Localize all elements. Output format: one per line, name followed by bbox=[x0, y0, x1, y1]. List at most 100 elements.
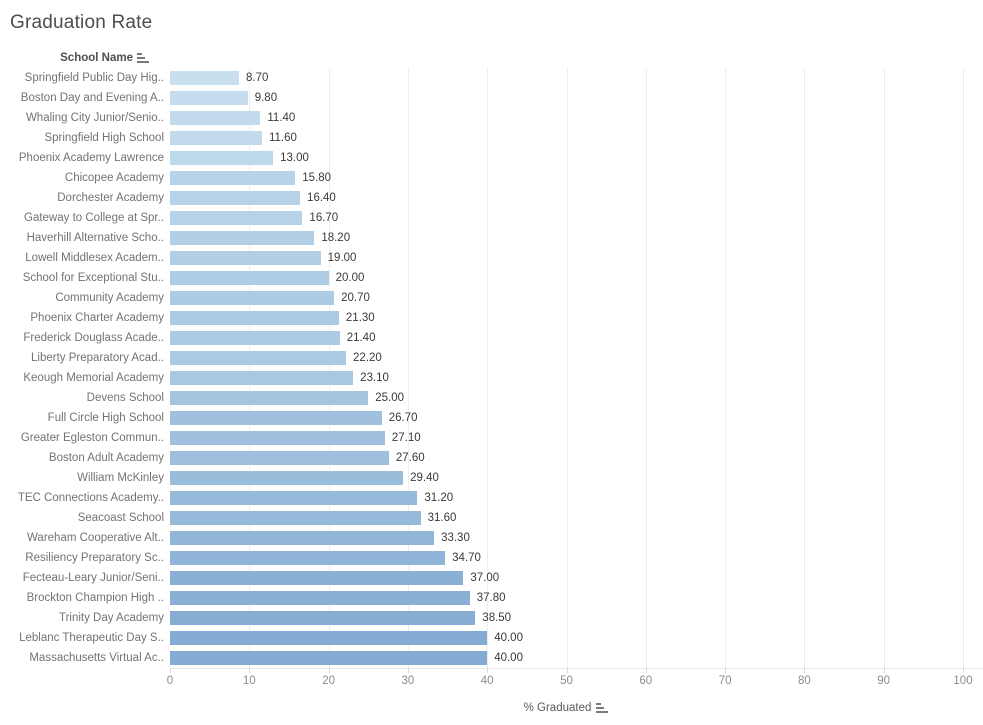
row-label[interactable]: Leblanc Therapeutic Day S.. bbox=[19, 632, 164, 644]
row-label[interactable]: William McKinley bbox=[77, 472, 164, 484]
row-label[interactable]: Whaling City Junior/Senio.. bbox=[25, 112, 164, 124]
axis-tick bbox=[328, 668, 330, 673]
bar[interactable] bbox=[170, 631, 488, 645]
plot-area: 8.70 9.80 11.40 11.60 13.00 15.80 16.40 16.70 18… bbox=[170, 68, 964, 668]
bar-value-label: 26.70 bbox=[388, 412, 418, 424]
row-label[interactable]: School for Exceptional Stu.. bbox=[22, 272, 164, 284]
bar[interactable] bbox=[170, 571, 464, 585]
bar-value-label: 34.70 bbox=[452, 552, 481, 564]
bar-value-label: 11.60 bbox=[268, 132, 297, 144]
bar[interactable] bbox=[170, 451, 389, 465]
bar[interactable] bbox=[170, 471, 404, 485]
bar-value-label: 31.20 bbox=[424, 492, 454, 504]
row-label[interactable]: Frederick Douglass Acade.. bbox=[23, 332, 164, 344]
bar[interactable] bbox=[170, 71, 239, 85]
bar-value-label: 33.30 bbox=[441, 532, 470, 544]
row-label[interactable]: Liberty Preparatory Acad.. bbox=[31, 352, 164, 364]
row-label[interactable]: Haverhill Alternative Scho.. bbox=[26, 232, 164, 244]
axis-tick bbox=[566, 668, 568, 673]
bar-value-label: 19.00 bbox=[327, 252, 357, 264]
bar-value-label: 20.00 bbox=[335, 272, 365, 284]
bar[interactable] bbox=[170, 491, 418, 505]
bar-value-label: 20.70 bbox=[341, 292, 370, 304]
row-label[interactable]: Brockton Champion High .. bbox=[26, 592, 164, 604]
row-label[interactable]: Springfield High School bbox=[44, 132, 164, 144]
row-label[interactable]: Dorchester Academy bbox=[57, 192, 164, 204]
row-label[interactable]: Lowell Middlesex Academ.. bbox=[25, 252, 164, 264]
bar-value-label: 13.00 bbox=[280, 152, 309, 164]
bar-value-label: 16.70 bbox=[309, 212, 339, 224]
bar[interactable] bbox=[170, 291, 335, 305]
axis-tick bbox=[963, 668, 964, 673]
bar[interactable] bbox=[170, 191, 301, 205]
bar[interactable] bbox=[170, 171, 296, 185]
bar[interactable] bbox=[170, 251, 321, 265]
axis-tick-label: 80 bbox=[797, 675, 811, 687]
row-label[interactable]: TEC Connections Academy.. bbox=[17, 492, 164, 504]
row-label[interactable]: Massachusetts Virtual Ac.. bbox=[29, 652, 164, 664]
bar[interactable] bbox=[170, 651, 488, 665]
row-label[interactable]: Trinity Day Academy bbox=[58, 612, 164, 624]
bar-value-label: 21.30 bbox=[345, 312, 375, 324]
bar[interactable] bbox=[170, 391, 369, 405]
gridline bbox=[883, 68, 885, 668]
row-label[interactable]: Phoenix Charter Academy bbox=[30, 312, 164, 324]
bar[interactable] bbox=[170, 111, 261, 125]
bar-value-label: 40.00 bbox=[494, 632, 523, 644]
bar-value-label: 25.00 bbox=[375, 392, 405, 404]
row-label[interactable]: Fecteau-Leary Junior/Seni.. bbox=[22, 572, 164, 584]
bar-value-label: 31.60 bbox=[427, 512, 457, 524]
bar[interactable] bbox=[170, 371, 354, 385]
axis-tick-label: 0 bbox=[166, 675, 174, 687]
bar[interactable] bbox=[170, 551, 446, 565]
row-label[interactable]: Devens School bbox=[86, 392, 164, 404]
row-label[interactable]: Gateway to College at Spr.. bbox=[24, 212, 164, 224]
axis-tick bbox=[170, 668, 171, 673]
bar[interactable] bbox=[170, 151, 274, 165]
axis-tick bbox=[487, 668, 489, 673]
row-label[interactable]: Keough Memorial Academy bbox=[23, 372, 164, 384]
column-header-school-name[interactable]: School Name bbox=[0, 50, 164, 66]
row-label[interactable]: Boston Adult Academy bbox=[48, 452, 164, 464]
gridline bbox=[249, 68, 251, 668]
sort-ascending-icon bbox=[137, 52, 149, 63]
bar[interactable] bbox=[170, 271, 329, 285]
row-label[interactable]: Springfield Public Day Hig.. bbox=[24, 72, 164, 84]
bar-value-label: 40.00 bbox=[494, 652, 523, 664]
row-label[interactable]: Resiliency Preparatory Sc.. bbox=[25, 552, 164, 564]
bar[interactable] bbox=[170, 591, 470, 605]
bar-value-label: 22.20 bbox=[353, 352, 382, 364]
bar[interactable] bbox=[170, 351, 347, 365]
bar[interactable] bbox=[170, 411, 382, 425]
row-label[interactable]: Greater Egleston Commun.. bbox=[20, 432, 164, 444]
axis-tick bbox=[249, 668, 251, 673]
bar[interactable] bbox=[170, 231, 315, 245]
axis-tick-label: 60 bbox=[639, 675, 653, 687]
row-label[interactable]: Full Circle High School bbox=[47, 412, 164, 424]
row-label[interactable]: Boston Day and Evening A.. bbox=[20, 92, 164, 104]
bar[interactable] bbox=[170, 311, 339, 325]
bar[interactable] bbox=[170, 131, 262, 145]
bar-value-label: 9.80 bbox=[254, 92, 278, 104]
gridline bbox=[963, 68, 964, 668]
row-label[interactable]: Chicopee Academy bbox=[64, 172, 164, 184]
bar[interactable] bbox=[170, 531, 435, 545]
row-label[interactable]: Community Academy bbox=[55, 292, 164, 304]
row-label[interactable]: Seacoast School bbox=[77, 512, 164, 524]
row-label[interactable]: Phoenix Academy Lawrence bbox=[18, 152, 164, 164]
bar[interactable] bbox=[170, 91, 248, 105]
x-axis-title[interactable]: % Graduated bbox=[170, 700, 963, 716]
bar-value-label: 27.10 bbox=[391, 432, 421, 444]
bar[interactable] bbox=[170, 511, 421, 525]
bar-value-label: 37.00 bbox=[470, 572, 500, 584]
bar[interactable] bbox=[170, 211, 303, 225]
bar-value-label: 29.40 bbox=[410, 472, 439, 484]
row-label[interactable]: Wareham Cooperative Alt.. bbox=[27, 532, 164, 544]
bar[interactable] bbox=[170, 431, 385, 445]
bar[interactable] bbox=[170, 331, 340, 345]
gridline bbox=[804, 68, 806, 668]
axis-tick-label: 30 bbox=[401, 675, 415, 687]
gridline bbox=[487, 68, 489, 668]
bar[interactable] bbox=[170, 611, 476, 625]
gridline bbox=[407, 68, 409, 668]
